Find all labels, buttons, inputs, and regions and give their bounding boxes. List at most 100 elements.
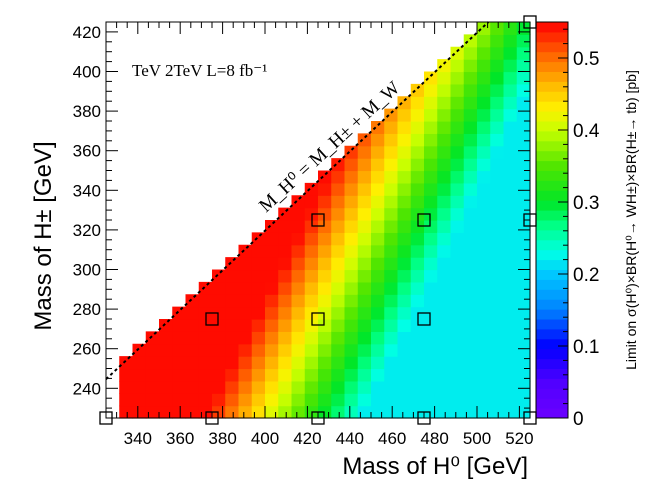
color-scale-segment <box>536 130 568 142</box>
heatmap-cell <box>490 170 505 184</box>
heatmap-cell <box>331 405 346 419</box>
heatmap-cell <box>477 368 491 382</box>
heatmap-cell <box>185 331 200 345</box>
heatmap-cell <box>291 368 306 382</box>
y-tick-label: 380 <box>73 102 101 121</box>
heatmap-cell <box>477 331 491 345</box>
heatmap-cell <box>397 405 412 419</box>
heatmap-cell <box>516 257 531 271</box>
heatmap-cell <box>198 294 213 308</box>
color-scale-segment <box>536 408 568 419</box>
heatmap-cell <box>331 257 346 271</box>
color-scale-segment <box>536 140 568 152</box>
heatmap-cell <box>463 195 478 209</box>
heatmap-cell <box>477 294 491 308</box>
heatmap-cell <box>159 356 173 370</box>
heatmap-cell <box>463 380 478 394</box>
heatmap-cell <box>318 319 332 332</box>
heatmap-cell <box>516 170 531 184</box>
heatmap-cell <box>424 306 438 320</box>
heatmap-cell <box>463 319 478 332</box>
heatmap-cell <box>251 380 266 394</box>
heatmap-cell <box>238 356 253 370</box>
heatmap-cell <box>132 393 147 407</box>
heatmap-cell <box>357 232 372 246</box>
heatmap-cell <box>503 158 518 172</box>
heatmap-cell <box>490 257 505 271</box>
heatmap-cell <box>463 281 478 295</box>
heatmap-cell <box>477 207 491 221</box>
heatmap-cell <box>357 195 372 209</box>
heatmap-cell <box>185 356 200 370</box>
heatmap-cell <box>357 269 372 283</box>
heatmap-cell <box>463 34 478 48</box>
heatmap-cell <box>145 393 160 407</box>
z-tick-label: 0.2 <box>573 265 599 286</box>
heatmap-cell <box>384 343 399 357</box>
grid-point-marker <box>311 312 325 326</box>
heatmap-cell <box>251 306 266 320</box>
heatmap-cell <box>450 83 465 97</box>
heatmap-cell <box>490 96 505 110</box>
heatmap-cell <box>516 294 531 308</box>
heatmap-cell <box>251 319 266 332</box>
heatmap-cell <box>384 319 399 332</box>
heatmap-cell <box>490 244 505 258</box>
heatmap-cell <box>490 306 505 320</box>
heatmap-cell <box>119 380 134 394</box>
color-scale-segment <box>536 22 568 33</box>
color-scale-segment <box>536 229 568 241</box>
heatmap-cell <box>450 96 465 110</box>
heatmap-cell <box>450 220 465 233</box>
heatmap-cell <box>516 182 531 196</box>
heatmap-cell <box>371 319 385 332</box>
heatmap-cell <box>371 170 385 184</box>
heatmap-cell <box>331 207 346 221</box>
heatmap-cell <box>410 170 425 184</box>
heatmap-cell <box>477 195 491 209</box>
color-scale-segment <box>536 398 568 409</box>
heatmap-cell <box>304 343 319 357</box>
heatmap-cell <box>304 294 319 308</box>
heatmap-cell <box>344 158 359 172</box>
heatmap-cell <box>185 294 200 308</box>
z-tick-label: 0.5 <box>573 49 599 70</box>
heatmap-cell <box>172 331 187 345</box>
heatmap-cell <box>318 244 332 258</box>
heatmap-cell <box>371 306 385 320</box>
heatmap-cell <box>477 220 491 233</box>
heatmap-cell <box>503 121 518 134</box>
heatmap-cell <box>185 393 200 407</box>
grid-point-marker <box>311 213 325 227</box>
heatmap-cell <box>516 158 531 172</box>
grid-point-marker <box>99 411 113 425</box>
heatmap-cell <box>384 405 399 419</box>
heatmap-cell <box>384 108 399 122</box>
heatmap-cell <box>424 294 438 308</box>
heatmap-cell <box>371 281 385 295</box>
heatmap-cell <box>251 356 266 370</box>
heatmap-cell <box>477 83 491 97</box>
heatmap-cell <box>318 207 332 221</box>
heatmap-cell <box>172 343 187 357</box>
heatmap-cell <box>384 232 399 246</box>
heatmap-cell <box>410 182 425 196</box>
heatmap-cell <box>397 220 412 233</box>
grid-point-marker <box>311 411 325 425</box>
heatmap-cell <box>424 368 438 382</box>
heatmap-cell <box>344 380 359 394</box>
heatmap-cell <box>371 356 385 370</box>
heatmap-cell <box>424 380 438 394</box>
heatmap-cell <box>516 145 531 159</box>
heatmap-cell <box>463 356 478 370</box>
heatmap-cell <box>503 306 518 320</box>
heatmap-cell <box>145 380 160 394</box>
y-tick-label: 260 <box>73 340 101 359</box>
heatmap-cell <box>344 195 359 209</box>
heatmap-cell <box>503 232 518 246</box>
heatmap-cell <box>516 331 531 345</box>
heatmap-cell <box>410 232 425 246</box>
heatmap-cell <box>265 319 279 332</box>
heatmap-cell <box>450 356 465 370</box>
